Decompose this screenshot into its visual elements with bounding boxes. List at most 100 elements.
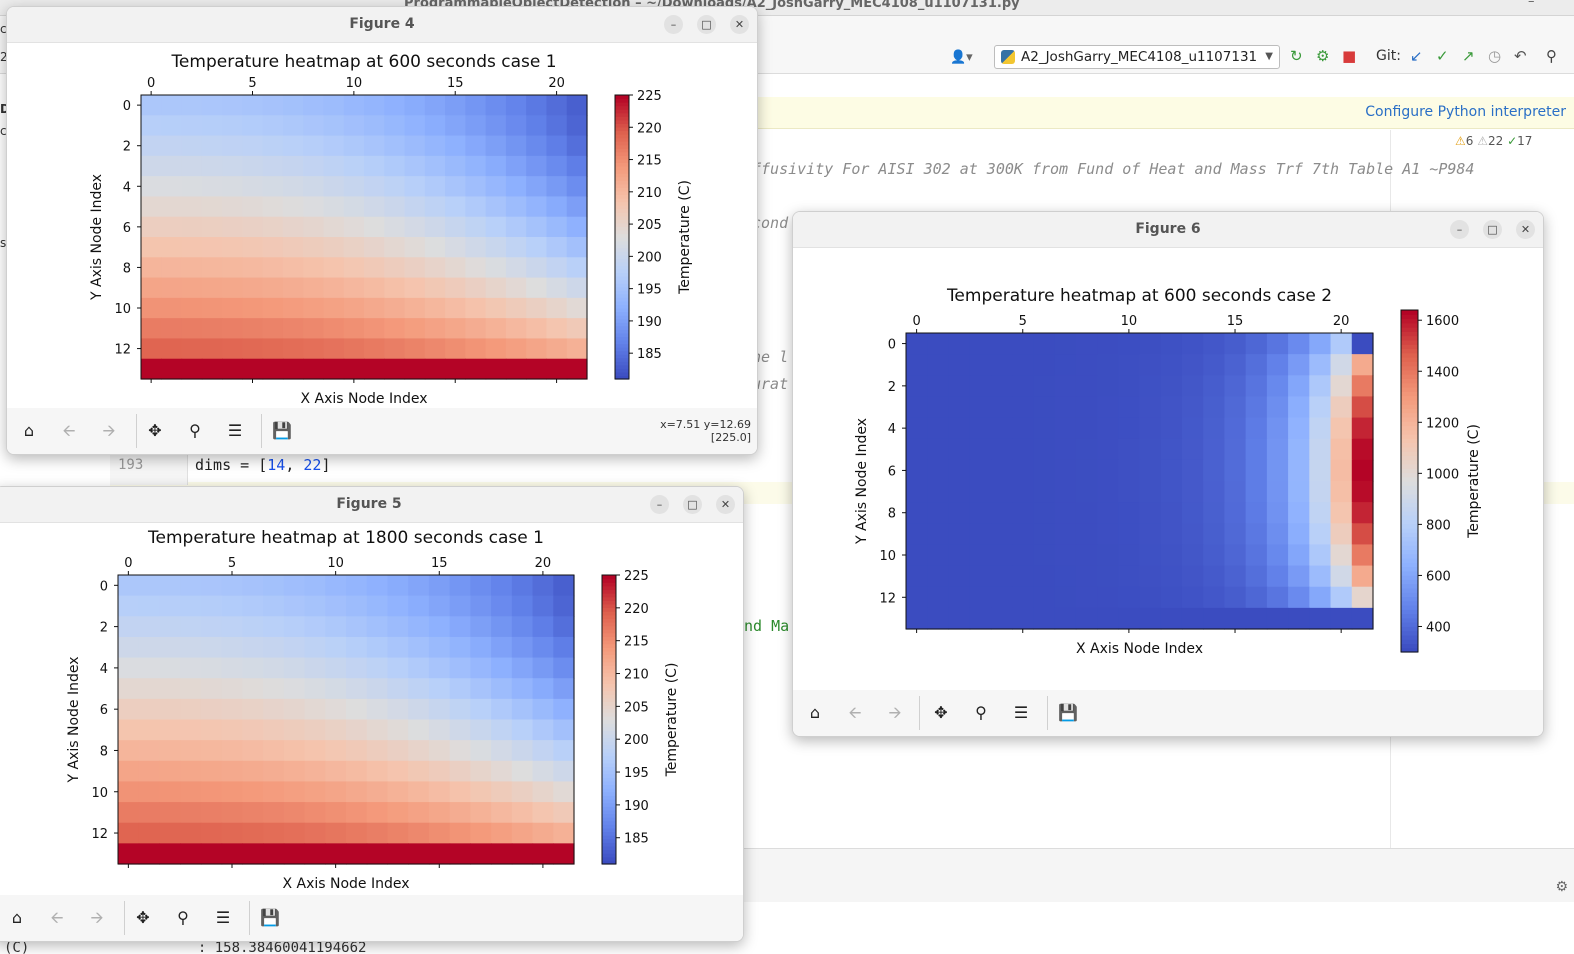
heatmap-cell [283,595,306,617]
search-icon[interactable]: ⚲ [1546,47,1557,65]
colorbar-segment [615,194,629,199]
pan-icon[interactable]: ✥ [934,703,948,722]
figure-window-title[interactable]: Figure 6 [793,212,1543,248]
heatmap-cell [118,616,140,638]
heatmap-cell [161,237,183,258]
back-arrow-icon[interactable]: 🡨 [62,421,76,440]
git-update-icon[interactable]: ↙ [1410,47,1423,65]
colorbar-segment [615,311,629,316]
close-button[interactable]: ✕ [716,495,735,514]
git-push-icon[interactable]: ↗ [1462,47,1475,65]
heatmap-cell [505,135,527,157]
heatmap-figure[interactable]: Temperature heatmap at 600 seconds case … [7,43,758,411]
heatmap-cell [532,843,554,865]
configure-interpreter-link[interactable]: Configure Python interpreter [1365,104,1566,120]
maximize-button[interactable]: □ [683,495,702,514]
figure-window-6[interactable]: Figure 6 – □ ✕ Temperature heatmap at 60… [792,211,1544,737]
heatmap-cell [304,636,326,659]
back-arrow-icon[interactable]: 🡨 [50,908,64,927]
figure-toolbar: ⌂ 🡨 🡪 ✥ ⚲ ☰ 💾 [0,895,743,941]
heatmap-figure[interactable]: Temperature heatmap at 1800 seconds case… [0,523,744,897]
close-button[interactable]: ✕ [1516,220,1535,239]
code-token-number: 22 [303,456,322,474]
debug-icon[interactable]: ⚙ [1316,47,1330,65]
git-commit-icon[interactable]: ✓ [1436,47,1449,65]
heatmap-cell [1351,565,1374,588]
heatmap-cell [969,481,992,503]
configure-subplots-icon[interactable]: ☰ [227,421,243,440]
maximize-button[interactable]: □ [1483,220,1502,239]
figure-window-4[interactable]: Figure 4 – □ ✕ Temperature heatmap at 60… [6,6,758,455]
stop-icon[interactable]: ■ [1342,47,1357,65]
maximize-button[interactable]: □ [697,15,716,34]
heatmap-cell [282,277,304,299]
heatmap-cell [532,678,554,700]
colorbar-segment [1401,498,1418,503]
heatmap-cell [200,616,223,638]
figure-window-title[interactable]: Figure 5 [0,487,743,523]
zoom-icon[interactable]: ⚲ [177,908,189,927]
user-icon[interactable]: 👤▾ [950,50,973,65]
forward-arrow-icon[interactable]: 🡪 [90,908,104,927]
heatmap-cell [1245,438,1268,461]
heatmap-cell [161,216,183,238]
heatmap-figure[interactable]: Temperature heatmap at 600 seconds case … [793,248,1544,692]
forward-arrow-icon[interactable]: 🡪 [102,421,116,440]
pan-icon[interactable]: ✥ [136,908,150,927]
y-tick-label: 2 [100,621,108,636]
rollback-icon[interactable]: ↶ [1514,47,1527,65]
colorbar-segment [602,596,616,601]
home-icon[interactable]: ⌂ [809,703,821,722]
heatmap-cell [282,237,304,258]
heatmap-cell [384,277,406,299]
configure-subplots-icon[interactable]: ☰ [215,908,231,927]
home-icon[interactable]: ⌂ [23,421,35,440]
heatmap-cell [1012,333,1034,355]
save-icon[interactable]: 💾 [260,908,280,927]
minimize-button[interactable]: – [650,495,669,514]
inspection-summary[interactable]: ⚠6 ⚠22 ✓17 [1455,134,1532,148]
ide-minimize-button[interactable]: – [1528,0,1535,9]
figure-window-5[interactable]: Figure 5 – □ ✕ Temperature heatmap at 18… [0,486,744,942]
minimize-button[interactable]: – [664,15,683,34]
colorbar-segment [602,712,616,717]
heatmap-cell [384,155,406,177]
heatmap-cell [990,523,1013,546]
zoom-icon[interactable]: ⚲ [189,421,201,440]
heatmap-cell [1309,354,1332,376]
heatmap-cell [445,196,466,218]
rerun-icon[interactable]: ↻ [1290,47,1303,65]
heatmap-cell [242,237,264,258]
colorbar-segment [602,831,616,836]
heatmap-cell [161,318,183,340]
heatmap-cell [364,257,385,279]
heatmap-cell [343,216,365,238]
heatmap-cell [532,595,554,617]
save-icon[interactable]: 💾 [272,421,292,440]
heatmap-cell [1245,417,1268,440]
home-icon[interactable]: ⌂ [11,908,23,927]
heatmap-cell [222,318,243,340]
heatmap-cell [927,417,950,440]
history-icon[interactable]: ◷ [1488,47,1502,65]
gear-icon[interactable]: ⚙ [1555,879,1568,895]
zoom-icon[interactable]: ⚲ [975,703,987,722]
save-icon[interactable]: 💾 [1058,703,1078,722]
run-configuration-select[interactable]: A2_JoshGarry_MEC4108_u1107131 ▼ [994,45,1280,69]
heatmap-cell [159,595,181,617]
configure-subplots-icon[interactable]: ☰ [1013,703,1029,722]
heatmap-cell [408,802,430,824]
minimize-button[interactable]: – [1450,220,1469,239]
heatmap-cell [428,719,451,741]
back-arrow-icon[interactable]: 🡨 [848,703,862,722]
code-line-193[interactable]: dims = [14, 22] [195,456,330,474]
forward-arrow-icon[interactable]: 🡪 [888,703,902,722]
heatmap-cell [304,595,326,617]
heatmap-cell [511,698,534,721]
figure-window-title[interactable]: Figure 4 [7,7,757,43]
heatmap-cell [470,740,492,762]
close-button[interactable]: ✕ [730,15,749,34]
heatmap-cell [343,297,365,319]
pan-icon[interactable]: ✥ [148,421,162,440]
heatmap-cell [1012,586,1034,609]
